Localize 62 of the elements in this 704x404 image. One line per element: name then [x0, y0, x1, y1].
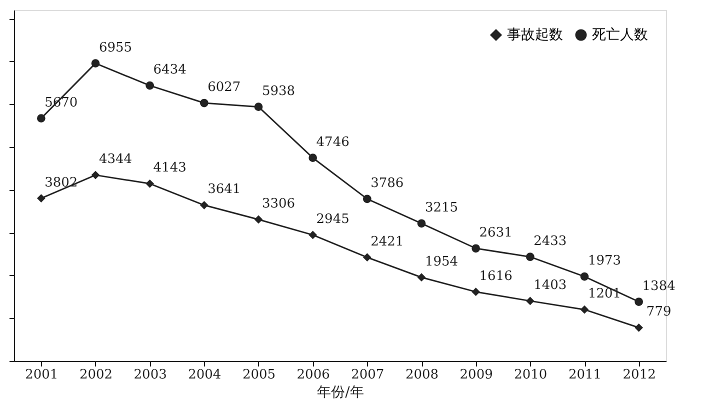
x-tick-label: 2012: [622, 368, 656, 382]
x-tick-label: 2007: [351, 368, 384, 382]
point: [472, 288, 480, 296]
data-label: 4746: [316, 134, 350, 150]
point: [200, 200, 208, 210]
point: [526, 252, 534, 262]
data-label: 3802: [44, 175, 78, 190]
point: [36, 194, 46, 202]
x-tick-label: 2008: [405, 368, 439, 382]
data-label: 3641: [208, 182, 241, 198]
point: [634, 323, 644, 332]
point: [91, 59, 100, 68]
x-tick-label: 2005: [242, 368, 276, 382]
data-label: 1616: [479, 268, 512, 284]
x-axis-title: 年份/年: [317, 384, 364, 400]
data-label: 2631: [479, 225, 512, 240]
x-tick-label: 2011: [568, 368, 602, 382]
point: [472, 244, 480, 253]
data-label: 6434: [153, 62, 186, 78]
data-label: 1403: [534, 278, 567, 293]
data-label: 5938: [262, 84, 296, 99]
data-label: 6027: [208, 80, 241, 96]
data-label: 1384: [642, 278, 676, 294]
point: [634, 298, 644, 306]
data-label: 2945: [316, 212, 350, 227]
data-label: 3786: [370, 176, 404, 191]
legend-label: 事故起数: [507, 27, 563, 43]
point: [91, 170, 100, 180]
point: [308, 154, 318, 162]
point: [526, 296, 534, 306]
data-label: 1954: [424, 254, 458, 270]
data-label: 2433: [534, 234, 567, 249]
x-tick-label: 2003: [134, 368, 167, 382]
x-tick-label: 2006: [296, 368, 330, 382]
point: [146, 179, 154, 188]
point: [580, 272, 589, 281]
data-label: 779: [646, 304, 672, 320]
point: [254, 102, 263, 111]
point: [362, 194, 372, 204]
data-label: 4344: [98, 152, 132, 168]
data-label: 3306: [262, 196, 296, 212]
point: [362, 253, 372, 262]
data-label: 4143: [153, 160, 186, 176]
legend-label: 死亡人数: [592, 27, 648, 43]
x-tick-label: 2010: [514, 368, 548, 382]
point: [200, 98, 208, 108]
point: [417, 219, 426, 228]
x-tick-label: 2004: [188, 368, 222, 382]
data-label: 1973: [588, 254, 622, 269]
point: [580, 305, 589, 314]
data-label: 2421: [370, 234, 404, 250]
point: [417, 273, 426, 282]
point: [308, 230, 318, 240]
point: [146, 81, 154, 90]
data-label: 3215: [424, 200, 458, 216]
point: [36, 114, 46, 122]
x-tick-label: 2001: [25, 368, 58, 382]
point: [254, 215, 263, 224]
x-tick-label: 2002: [79, 368, 113, 382]
x-tick-label: 2009: [460, 368, 493, 382]
data-label: 1201: [588, 286, 622, 302]
data-label: 6955: [98, 40, 132, 56]
